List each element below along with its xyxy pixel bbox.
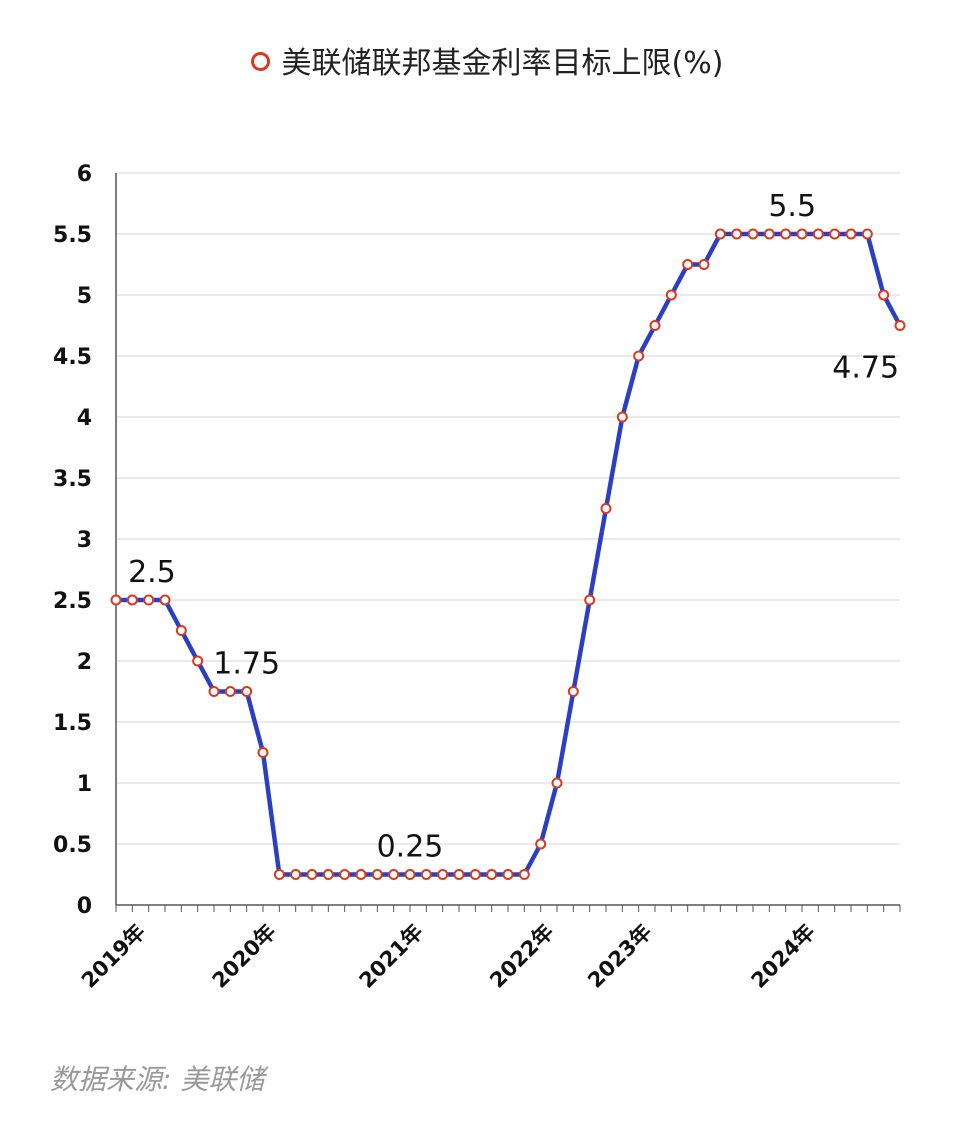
data-point bbox=[175, 625, 187, 636]
x-tick-label: 2021年 bbox=[355, 920, 428, 993]
data-point bbox=[763, 228, 775, 240]
data-point bbox=[453, 869, 465, 880]
data-point bbox=[567, 686, 579, 697]
data-point bbox=[437, 869, 449, 880]
annotations: 2.5 1.75 0.25 5.5 4.75 bbox=[128, 189, 899, 865]
x-tick-label: 2022年 bbox=[485, 920, 558, 993]
y-tick-label: 4 bbox=[77, 406, 92, 431]
data-point bbox=[780, 228, 792, 240]
data-point bbox=[894, 320, 906, 331]
data-point bbox=[208, 686, 220, 697]
x-tick-label: 2023年 bbox=[583, 920, 656, 993]
data-point bbox=[257, 747, 269, 758]
axes bbox=[115, 173, 901, 912]
data-point bbox=[616, 411, 628, 423]
y-tick-label: 3 bbox=[77, 528, 92, 553]
data-point bbox=[714, 228, 726, 240]
data-point bbox=[682, 259, 694, 270]
data-point bbox=[698, 259, 710, 270]
legend-label: 美联储联邦基金利率目标上限(%) bbox=[281, 46, 724, 81]
y-tick-label: 3.5 bbox=[53, 467, 92, 492]
data-point bbox=[469, 869, 481, 880]
data-point bbox=[306, 869, 318, 880]
y-tick-label: 5.5 bbox=[53, 223, 92, 248]
data-label: 1.75 bbox=[213, 647, 280, 682]
data-point bbox=[633, 350, 645, 362]
data-point bbox=[551, 777, 563, 789]
y-tick-label: 1 bbox=[77, 772, 92, 797]
data-point bbox=[796, 228, 808, 240]
data-label: 4.75 bbox=[832, 351, 899, 386]
data-point bbox=[339, 869, 351, 880]
line-chart: 0 0.5 1 1.5 2 2.5 3 3.5 4 4.5 5 5.5 6 2019年 2020年 2021… bbox=[53, 162, 906, 993]
data-point bbox=[273, 869, 285, 880]
y-tick-label: 1.5 bbox=[53, 711, 92, 736]
data-point bbox=[747, 228, 759, 240]
y-axis-labels: 0 0.5 1 1.5 2 2.5 3 3.5 4 4.5 5 5.5 6 bbox=[53, 162, 92, 919]
data-point bbox=[812, 228, 824, 240]
x-tick-label: 2024年 bbox=[747, 920, 820, 993]
data-point bbox=[143, 594, 155, 606]
data-point bbox=[322, 869, 334, 880]
y-tick-label: 6 bbox=[77, 162, 92, 187]
data-label: 2.5 bbox=[128, 555, 176, 590]
y-tick-label: 2 bbox=[77, 650, 92, 675]
y-tick-label: 4.5 bbox=[53, 345, 92, 370]
y-tick-label: 5 bbox=[77, 284, 92, 309]
data-point bbox=[355, 869, 367, 880]
data-point bbox=[502, 869, 514, 880]
data-point bbox=[518, 869, 530, 880]
grid-lines bbox=[116, 172, 900, 845]
data-point bbox=[159, 594, 171, 606]
y-tick-label: 2.5 bbox=[53, 589, 92, 614]
data-point bbox=[110, 594, 122, 606]
data-point bbox=[126, 594, 138, 606]
y-tick-label: 0.5 bbox=[53, 833, 92, 858]
data-point bbox=[241, 686, 253, 697]
data-label: 0.25 bbox=[377, 830, 444, 865]
series-polyline bbox=[113, 231, 903, 877]
legend-marker-icon bbox=[250, 52, 270, 71]
x-axis-labels: 2019年 2020年 2021年 2022年 2023年 2024年 bbox=[77, 920, 820, 993]
series-line bbox=[113, 231, 903, 877]
data-point bbox=[584, 594, 596, 606]
data-point bbox=[404, 869, 416, 880]
data-point bbox=[224, 686, 236, 697]
data-point bbox=[600, 503, 612, 514]
data-point bbox=[845, 228, 857, 240]
series-points bbox=[110, 228, 906, 880]
source-note: 数据来源: 美联储 bbox=[50, 1063, 265, 1096]
data-point bbox=[649, 320, 661, 331]
data-point bbox=[388, 869, 400, 880]
x-tick-label: 2019年 bbox=[77, 920, 150, 993]
data-point bbox=[829, 228, 841, 240]
chart-legend: 美联储联邦基金利率目标上限(%) bbox=[0, 38, 974, 82]
data-point bbox=[192, 655, 204, 667]
x-tick-label: 2020年 bbox=[208, 920, 281, 993]
data-label: 5.5 bbox=[768, 189, 816, 224]
data-point bbox=[371, 869, 383, 880]
data-point bbox=[665, 289, 677, 301]
data-point bbox=[878, 289, 890, 301]
y-tick-label: 0 bbox=[77, 894, 92, 919]
data-point bbox=[861, 228, 873, 240]
data-point bbox=[731, 228, 743, 240]
data-point bbox=[486, 869, 498, 880]
data-point bbox=[420, 869, 432, 880]
data-point bbox=[290, 869, 302, 880]
data-point bbox=[535, 838, 547, 850]
